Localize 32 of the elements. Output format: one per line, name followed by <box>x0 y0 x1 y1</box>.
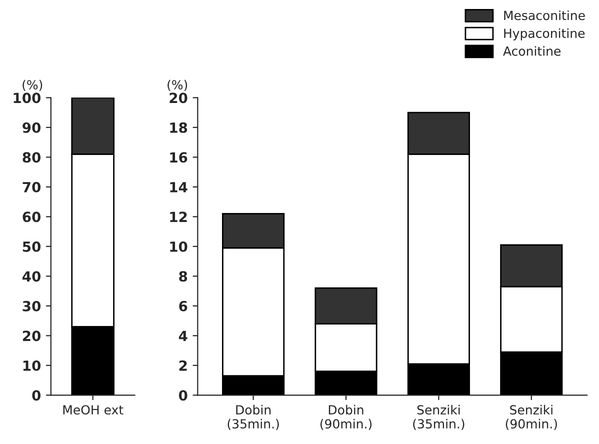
x-tick-label: MeOH ext <box>63 405 124 415</box>
y-tick-label: 90 <box>22 122 41 133</box>
x-tick-label: Senziki (90min.) <box>506 404 557 430</box>
y-tick-label: 50 <box>22 241 41 252</box>
y-tick-label: 16 <box>170 152 188 163</box>
y-axis-title: (%) <box>168 80 188 91</box>
y-tick-label: 70 <box>22 182 41 192</box>
x-tick-label: Dobin (35min.) <box>228 404 279 430</box>
y-tick-label: 10 <box>170 241 188 252</box>
y-axis-title: (%) <box>22 80 42 91</box>
y-tick-label: 20 <box>170 92 188 104</box>
x-tick-label: Dobin (90min.) <box>320 404 372 430</box>
y-tick-label: 60 <box>22 212 41 222</box>
legend-label: Aconitine <box>503 46 561 56</box>
y-tick-label: 10 <box>23 360 41 371</box>
y-tick-label: 0 <box>32 390 41 401</box>
y-tick-label: 0 <box>178 390 188 401</box>
y-tick-label: 6 <box>179 300 188 312</box>
y-tick-label: 20 <box>22 330 41 342</box>
y-tick-label: 12 <box>170 212 187 222</box>
y-tick-label: 4 <box>178 330 188 341</box>
y-tick-label: 18 <box>170 122 188 133</box>
y-tick-label: 14 <box>170 182 188 192</box>
y-tick-label: 40 <box>22 271 41 282</box>
y-tick-label: 2 <box>179 360 187 371</box>
x-tick-label: Senziki (35min.) <box>413 404 464 430</box>
y-tick-label: 100 <box>14 92 41 104</box>
legend-label: Hypaconitine <box>504 28 585 40</box>
y-tick-label: 8 <box>179 271 188 282</box>
y-tick-label: 30 <box>22 300 41 312</box>
y-tick-label: 80 <box>22 152 41 163</box>
legend-label: Mesaconitine <box>504 10 585 20</box>
